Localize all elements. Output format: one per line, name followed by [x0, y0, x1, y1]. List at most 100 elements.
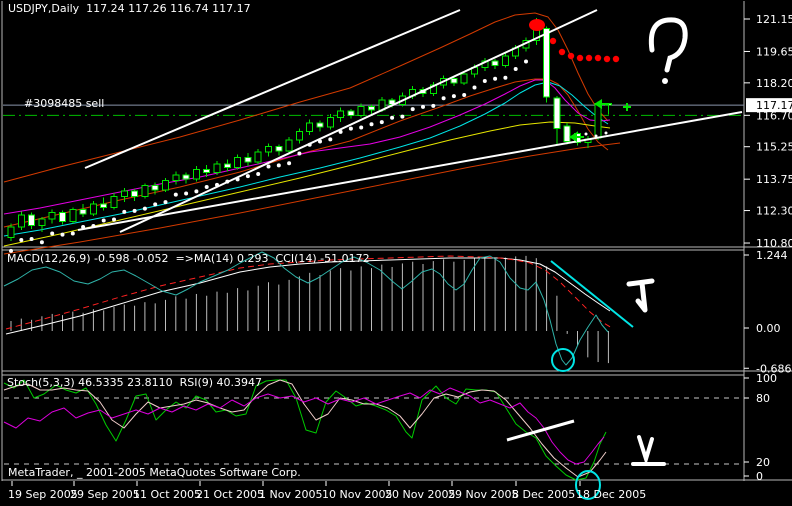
- candle: [254, 148, 262, 165]
- macd-panel[interactable]: [3, 251, 655, 372]
- candle: [48, 209, 56, 224]
- stoch-tick-label: 20: [756, 456, 770, 469]
- candle: [543, 26, 551, 103]
- candle-body: [563, 125, 571, 142]
- candle-body: [265, 146, 272, 153]
- candle: [89, 200, 97, 216]
- candle-body: [17, 214, 25, 228]
- stoch-circle-drawing: [575, 470, 601, 500]
- sar-dot-white: [50, 231, 55, 236]
- candle: [79, 204, 87, 218]
- candle: [460, 70, 468, 86]
- candle: [110, 193, 118, 210]
- sar-dot-white: [163, 200, 168, 205]
- stoch-trendline-drawing: [506, 419, 575, 442]
- sar-dot-white: [19, 238, 24, 243]
- candle: [120, 187, 128, 202]
- macd-tick-label: 1.244: [756, 249, 788, 262]
- sar-dot-white: [297, 151, 302, 156]
- candle: [347, 108, 355, 119]
- sar-dot-white-late: [594, 134, 598, 138]
- candle-body: [501, 55, 509, 67]
- candle-body: [59, 212, 66, 222]
- sar-dots: [9, 37, 620, 253]
- stoch-panel[interactable]: [3, 379, 744, 500]
- ma-slow-yellow: [3, 121, 611, 247]
- candle: [481, 57, 489, 71]
- sar-dot-white: [359, 125, 364, 130]
- candles: [7, 17, 612, 241]
- band-upper: [3, 12, 609, 183]
- candle-body: [275, 146, 283, 152]
- buy-arrow-icon: [594, 99, 609, 109]
- date-tick-label: 29 Sep 2005: [70, 488, 140, 501]
- macd-ma-white: [5, 257, 611, 335]
- sar-dot-white: [287, 161, 292, 166]
- sar-dot-red: [549, 37, 557, 45]
- sar-dot-white: [9, 248, 13, 253]
- sar-dot-white: [184, 191, 189, 196]
- sar-dot-white: [431, 103, 436, 108]
- candle: [213, 160, 221, 175]
- candle: [337, 107, 345, 122]
- band-lower: [3, 78, 609, 228]
- sar-dot-white: [493, 76, 498, 81]
- question-mark-drawing: [648, 17, 688, 73]
- candle-body: [28, 214, 36, 227]
- sar-dot-white: [256, 172, 261, 177]
- candle: [151, 182, 159, 195]
- trendlines[interactable]: [77, 9, 743, 233]
- candle-body: [429, 84, 437, 95]
- copyright-text: MetaTrader, _ 2001-2005 MetaQuotes Softw…: [8, 466, 301, 479]
- candle: [295, 128, 303, 144]
- stoch-tick-label: 100: [756, 372, 777, 385]
- sar-dot-red: [576, 54, 584, 62]
- macd-indicator-label: MACD(12,26,9) -0.598 -0.052 =>MA(14) 0.2…: [7, 252, 370, 265]
- candle: [306, 119, 314, 135]
- sar-dot-red: [585, 54, 593, 62]
- price-tick-label: 119.65: [756, 45, 792, 58]
- candle-body: [594, 102, 602, 139]
- date-tick-label: 8 Dec 2005: [512, 488, 575, 501]
- candle: [162, 178, 169, 193]
- sar-dot-white: [245, 174, 250, 179]
- sar-dot-white: [204, 185, 209, 190]
- candle-body: [213, 163, 221, 174]
- sar-dot-white: [29, 236, 34, 241]
- candle-body: [450, 78, 458, 84]
- current-price-label: 117.17: [756, 99, 792, 112]
- candle: [28, 212, 36, 229]
- candle-body: [254, 151, 262, 163]
- candle: [265, 143, 272, 157]
- candle: [553, 95, 561, 146]
- sar-dot-white: [379, 120, 384, 125]
- macd-trendline-drawing: [550, 260, 634, 328]
- sar-dot-white: [112, 217, 116, 222]
- ma-fast-magenta: [3, 79, 611, 215]
- main-annotations: [529, 17, 688, 142]
- date-tick-label: 29 Nov 2005: [448, 488, 518, 501]
- stoch-signal-pink: [3, 379, 607, 478]
- sar-dot-white: [462, 93, 467, 98]
- sar-dot-white: [101, 218, 106, 223]
- candle: [326, 114, 334, 130]
- sar-dot-white: [318, 139, 322, 144]
- sar-dot-white: [132, 208, 137, 213]
- stoch-indicator-label: Stoch(5,3,3) 46.5335 23.8110 RSI(9) 40.3…: [7, 376, 263, 389]
- macd-signal-red-dashed: [5, 255, 613, 330]
- buy-arrow-icon: [569, 132, 584, 142]
- candle-body: [244, 157, 252, 163]
- sar-dot-white: [266, 164, 271, 169]
- candle: [316, 120, 324, 132]
- candle: [172, 171, 180, 185]
- sar-dot-white: [513, 67, 518, 72]
- price-axis[interactable]: 121.15 119.65 118.20 116.70 115.25 113.75 112.…: [744, 13, 792, 483]
- candle-body: [234, 157, 242, 168]
- candle-body: [203, 168, 211, 174]
- candle: [285, 136, 293, 154]
- candle-body: [368, 106, 375, 111]
- candle-body: [162, 179, 169, 191]
